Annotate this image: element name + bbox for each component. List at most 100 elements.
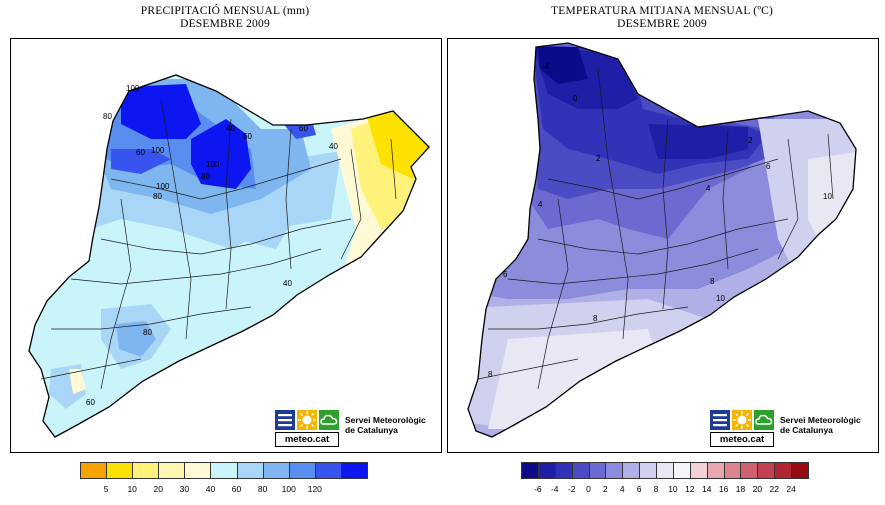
precip-legend-tick: 10	[127, 484, 137, 494]
temp-legend-swatch	[740, 462, 759, 479]
temp-contour-label: 4	[538, 200, 543, 209]
temp-contour-label: 8	[488, 370, 493, 379]
temp-contour-label: 10	[823, 192, 832, 201]
temp-contour-label: 4	[706, 184, 711, 193]
precip-legend-swatch	[314, 462, 342, 479]
temp-legend-tick: 10	[668, 484, 678, 494]
precip-comarca-borders	[40, 98, 397, 390]
flag-icon	[275, 410, 295, 430]
precip-legend-tick: 100	[281, 484, 296, 494]
precip-legend: 5 10 20 30 40 60 80 100 120	[80, 462, 368, 498]
sun-icon	[297, 410, 317, 430]
precip-legend-swatch	[288, 462, 316, 479]
precip-legend-swatch	[80, 462, 108, 479]
precip-contour-label: 60	[299, 124, 308, 133]
logo-wordmark: meteo.cat	[710, 432, 774, 447]
temp-legend-swatch	[706, 462, 725, 479]
logo-service-line1: Servei Meteorològic	[345, 415, 426, 425]
temp-legend-tick: 6	[636, 484, 642, 494]
temp-contour-label: 8	[593, 314, 598, 323]
temp-contour-label: 10	[716, 294, 725, 303]
precip-contour-label: 100	[151, 146, 165, 155]
precip-legend-tick: 120	[307, 484, 322, 494]
precip-legend-tick: 30	[179, 484, 190, 494]
precip-fill-zones	[29, 75, 429, 437]
precip-contour-label: 60	[243, 132, 252, 141]
temp-legend-swatch	[723, 462, 742, 479]
precip-contour-label: 60	[136, 148, 145, 157]
precip-contour-label: 40	[329, 142, 338, 151]
temp-fill-zones	[468, 43, 856, 437]
temp-legend-swatch	[521, 462, 539, 479]
temp-title-line2: DESEMBRE 2009	[617, 18, 707, 30]
temp-legend-swatch	[639, 462, 658, 479]
precip-contour-label: 100	[206, 160, 220, 169]
logo-service-name: Servei Meteorològic de Catalunya	[780, 415, 861, 435]
temp-legend-tick: -2	[567, 484, 576, 494]
temp-legend-swatch	[537, 462, 556, 479]
logo-service-line1: Servei Meteorològic	[780, 415, 861, 425]
temp-legend-tick: 18	[735, 484, 746, 494]
precip-legend-tick: 5	[103, 484, 109, 494]
temp-legend: -6 -4 -2 0 2 4 6 8 10 12 14 16 18 20 22 24	[521, 462, 809, 498]
precip-map-frame: 100 80 60 40 60 100 80 40 60 100 100 80 …	[10, 38, 442, 453]
precip-legend-swatch	[340, 462, 368, 479]
precip-legend-swatch	[262, 462, 290, 479]
temp-comarca-borders	[477, 68, 834, 390]
precip-legend-tick: 40	[205, 484, 216, 494]
temp-legend-tick: 4	[619, 484, 625, 494]
temp-legend-swatch	[757, 462, 776, 479]
temp-legend-swatch	[605, 462, 624, 479]
precip-title-line2: DESEMBRE 2009	[180, 18, 270, 30]
precip-contour-label: 80	[143, 328, 152, 337]
temp-contour-label: 2	[748, 136, 753, 145]
temp-contour-label: 6	[503, 270, 508, 279]
precip-legend-swatch	[210, 462, 238, 479]
temp-legend-tick: 2	[603, 484, 608, 494]
precip-legend-tick: 20	[153, 484, 163, 494]
precip-contour-label: 80	[153, 192, 162, 201]
temp-legend-tick: 16	[718, 484, 729, 494]
precip-contour-label: 100	[126, 84, 140, 93]
precip-legend-swatch	[236, 462, 264, 479]
temp-contour-labels: -4 0 2 2 4 4 6 6 8 8 10 8 10	[488, 62, 832, 379]
logo-wordmark: meteo.cat	[275, 432, 339, 447]
temp-contour-label: -4	[542, 62, 550, 71]
temp-legend-swatch	[622, 462, 641, 479]
temp-legend-tick: 22	[769, 484, 779, 494]
temp-contour-label: 0	[573, 94, 578, 103]
logo-service-name: Servei Meteorològic de Catalunya	[345, 415, 426, 435]
temp-legend-swatch	[689, 462, 708, 479]
flag-icon	[710, 410, 730, 430]
precip-legend-swatch	[106, 462, 134, 479]
logo-tiles	[710, 410, 774, 430]
temp-legend-tick: -4	[550, 484, 559, 494]
precip-map: 100 80 60 40 60 100 80 40 60 100 100 80 …	[28, 74, 430, 438]
logo-tiles	[275, 410, 339, 430]
precip-legend-tick: 60	[231, 484, 242, 494]
precip-legend-tick: 80	[257, 484, 268, 494]
temp-legend-tick: 24	[786, 484, 796, 494]
precip-contour-label: 80	[201, 172, 210, 181]
temp-contour-label: 6	[766, 162, 771, 171]
temp-title-line1: TEMPERATURA MITJANA MENSUAL (ºC)	[551, 5, 773, 17]
temp-legend-tick: -6	[534, 484, 542, 494]
temp-map: -4 0 2 2 4 4 6 6 8 8 10 8 10	[467, 42, 857, 438]
precip-catalonia-outline	[28, 74, 430, 438]
temp-legend-swatch	[672, 462, 691, 479]
precip-legend-swatch	[132, 462, 160, 479]
temp-legend-swatch	[554, 462, 573, 479]
temp-legend-tick: 12	[685, 484, 695, 494]
temp-legend-tick: 14	[701, 484, 712, 494]
temp-legend-tick: 0	[586, 484, 591, 494]
cloud-icon	[319, 410, 339, 430]
sun-icon	[732, 410, 752, 430]
temp-legend-tick: 8	[653, 484, 659, 494]
temp-legend-swatch	[774, 462, 793, 479]
precip-contour-labels: 100 80 60 40 60 100 80 40 60 100 100 80 …	[86, 84, 338, 407]
precip-title: PRECIPITACIÓ MENSUAL (mm) DESEMBRE 2009	[10, 5, 440, 31]
temp-contour-label: 8	[710, 277, 715, 286]
temp-legend-swatch	[791, 462, 809, 479]
precip-contour-label: 40	[226, 124, 235, 133]
precip-contour-label: 80	[103, 112, 112, 121]
